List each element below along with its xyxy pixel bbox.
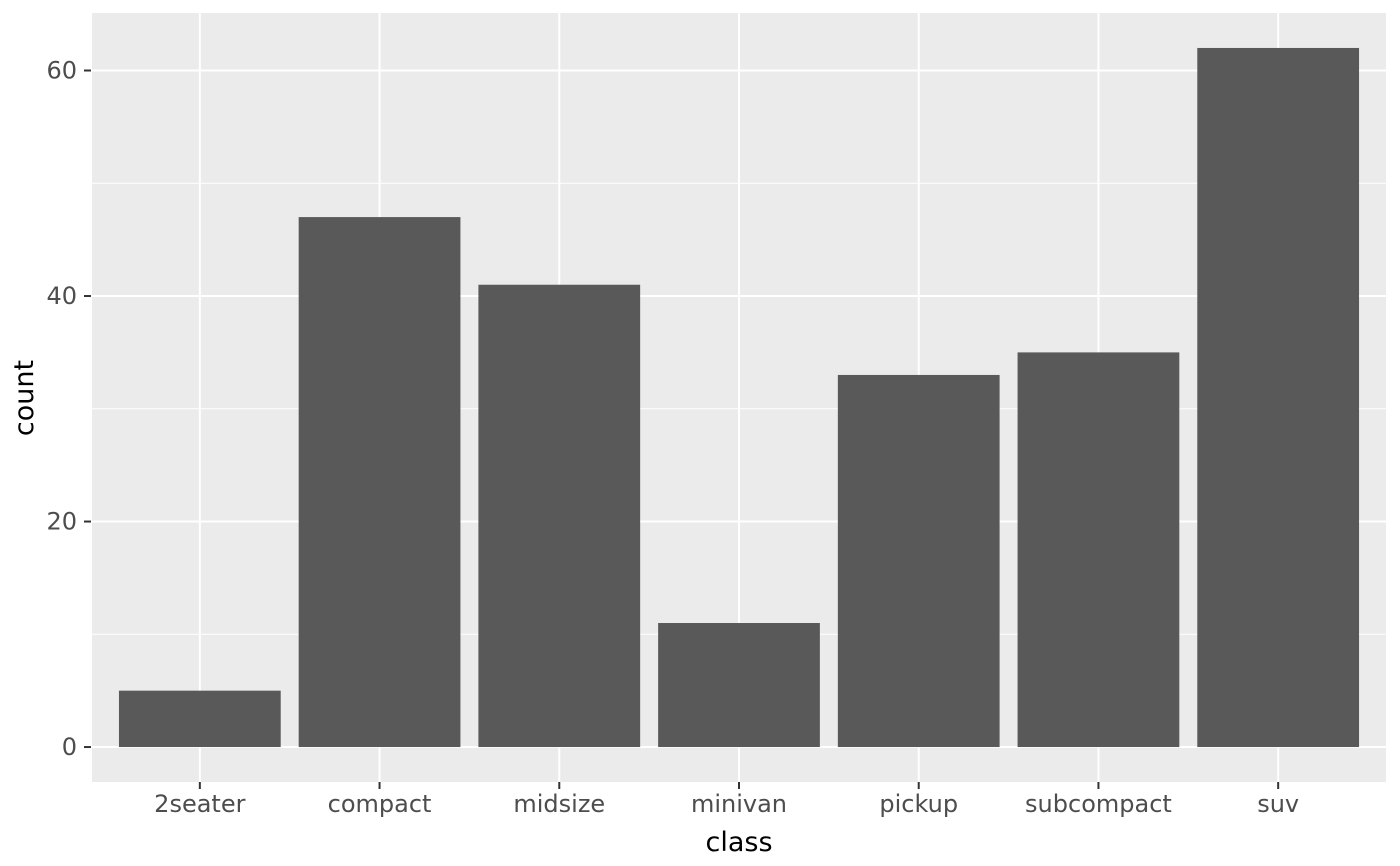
x-tick-label: subcompact (1025, 790, 1172, 818)
bar-midsize (478, 284, 641, 748)
x-tick-label: compact (328, 790, 432, 818)
x-tick-label: suv (1257, 790, 1299, 818)
y-tick-label: 20 (46, 508, 77, 536)
y-tick-label: 40 (46, 282, 77, 310)
x-tick-label: midsize (513, 790, 605, 818)
bar-2seater (118, 690, 281, 748)
x-axis-title: class (705, 827, 772, 858)
bar-compact (298, 217, 461, 748)
x-tick-label: 2seater (154, 790, 245, 818)
x-tick-label: minivan (691, 790, 787, 818)
y-tick-label: 60 (46, 57, 77, 85)
y-tick-label: 0 (62, 733, 77, 761)
bar-subcompact (1017, 352, 1180, 748)
bar-suv (1197, 47, 1360, 748)
plot-layers: 0 20 40 60 2seater compact midsize minivan picku… (46, 13, 1386, 818)
x-tick-label: pickup (879, 790, 958, 818)
bar-pickup (837, 374, 1000, 748)
y-axis-title: count (9, 360, 40, 436)
bar-minivan (658, 623, 820, 748)
